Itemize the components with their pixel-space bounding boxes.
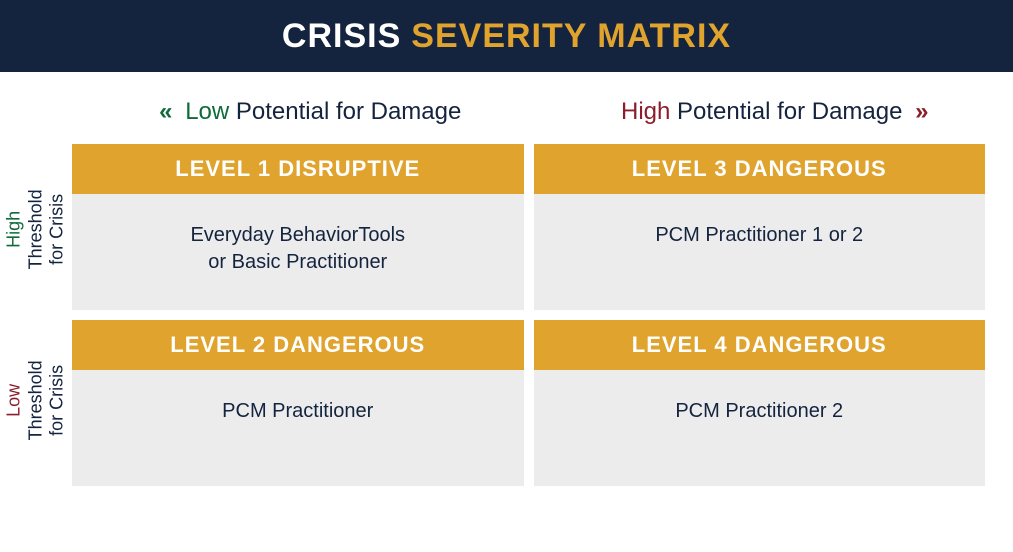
row-labels-column: High Threshold for Crisis Low Threshold … <box>0 144 72 486</box>
cell-body-4: PCM Practitioner 2 <box>534 370 986 486</box>
row-bot-line1: Threshold <box>25 360 45 440</box>
row-top-line2: for Crisis <box>47 194 67 265</box>
column-label-left: « Low Potential for Damage <box>72 84 543 144</box>
row-top-line1: Threshold <box>25 189 45 269</box>
cell-level-4: LEVEL 4 DANGEROUS PCM Practitioner 2 <box>534 320 986 486</box>
cell-level-3: LEVEL 3 DANGEROUS PCM Practitioner 1 or … <box>534 144 986 310</box>
col-left-accent: Low <box>185 98 229 125</box>
title-header: CRISIS SEVERITY MATRIX <box>0 0 1013 72</box>
row-label-top-inner: High Threshold for Crisis <box>4 189 69 269</box>
col-right-accent: High <box>621 98 670 125</box>
cell-body-2: PCM Practitioner <box>72 370 524 486</box>
cell-level-2: LEVEL 2 DANGEROUS PCM Practitioner <box>72 320 524 486</box>
cell-header-3: LEVEL 3 DANGEROUS <box>534 144 986 194</box>
chevron-right-icon: » <box>909 98 934 125</box>
row-label-bottom: Low Threshold for Crisis <box>0 315 72 486</box>
row-label-bottom-inner: Low Threshold for Crisis <box>4 360 69 440</box>
row-label-top: High Threshold for Crisis <box>0 144 72 315</box>
cell-header-1: LEVEL 1 DISRUPTIVE <box>72 144 524 194</box>
cell-body-1: Everyday BehaviorTools or Basic Practiti… <box>72 194 524 310</box>
column-labels-row: « Low Potential for Damage High Potentia… <box>0 84 1013 144</box>
chevron-left-icon: « <box>153 98 178 125</box>
col-right-rest: Potential for Damage <box>670 98 909 125</box>
row-top-accent: High <box>4 211 24 248</box>
cell-level-1: LEVEL 1 DISRUPTIVE Everyday BehaviorTool… <box>72 144 524 310</box>
grid-area: High Threshold for Crisis Low Threshold … <box>0 144 1013 486</box>
content-area: « Low Potential for Damage High Potentia… <box>0 72 1013 486</box>
matrix-grid: LEVEL 1 DISRUPTIVE Everyday BehaviorTool… <box>72 144 1013 486</box>
row-bot-accent: Low <box>4 384 24 417</box>
row-bot-line2: for Crisis <box>47 365 67 436</box>
col-label-spacer <box>0 84 72 144</box>
column-label-right: High Potential for Damage » <box>543 84 1013 144</box>
col-left-rest: Potential for Damage <box>229 98 461 125</box>
cell-header-4: LEVEL 4 DANGEROUS <box>534 320 986 370</box>
title-part-1: CRISIS <box>282 17 401 56</box>
title-part-2: SEVERITY MATRIX <box>411 17 731 56</box>
cell-header-2: LEVEL 2 DANGEROUS <box>72 320 524 370</box>
cell-body-3: PCM Practitioner 1 or 2 <box>534 194 986 310</box>
